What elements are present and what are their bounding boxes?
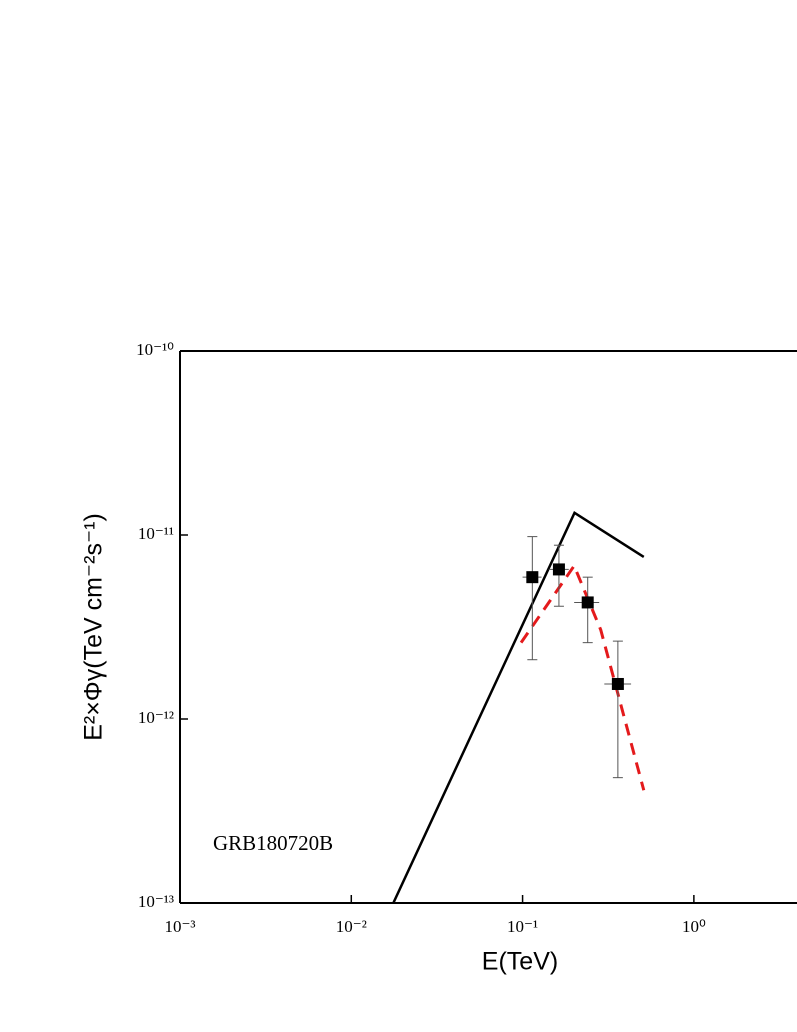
x-axis-label: E(TeV)	[482, 948, 558, 976]
y-tick-label: 10⁻¹⁰	[136, 340, 174, 359]
marker	[581, 596, 594, 609]
line	[392, 510, 645, 904]
annotation: GRB180720B	[213, 831, 333, 855]
x-tick-label: 10⁻¹	[507, 917, 538, 936]
marker	[552, 563, 565, 576]
y-tick-label: 10⁻¹³	[138, 892, 174, 911]
y-tick-label: 10⁻¹¹	[138, 524, 174, 543]
x-tick-label: 10⁻²	[336, 917, 367, 936]
x-tick-label: 10⁰	[682, 917, 706, 936]
marker	[526, 571, 539, 584]
x-tick-label: 10⁻³	[164, 917, 195, 936]
y-tick-label: 10⁻¹²	[138, 708, 174, 727]
marker	[611, 677, 624, 690]
y-axis-label: E²×Φγ(TeV cm⁻²s⁻¹)	[80, 513, 108, 741]
